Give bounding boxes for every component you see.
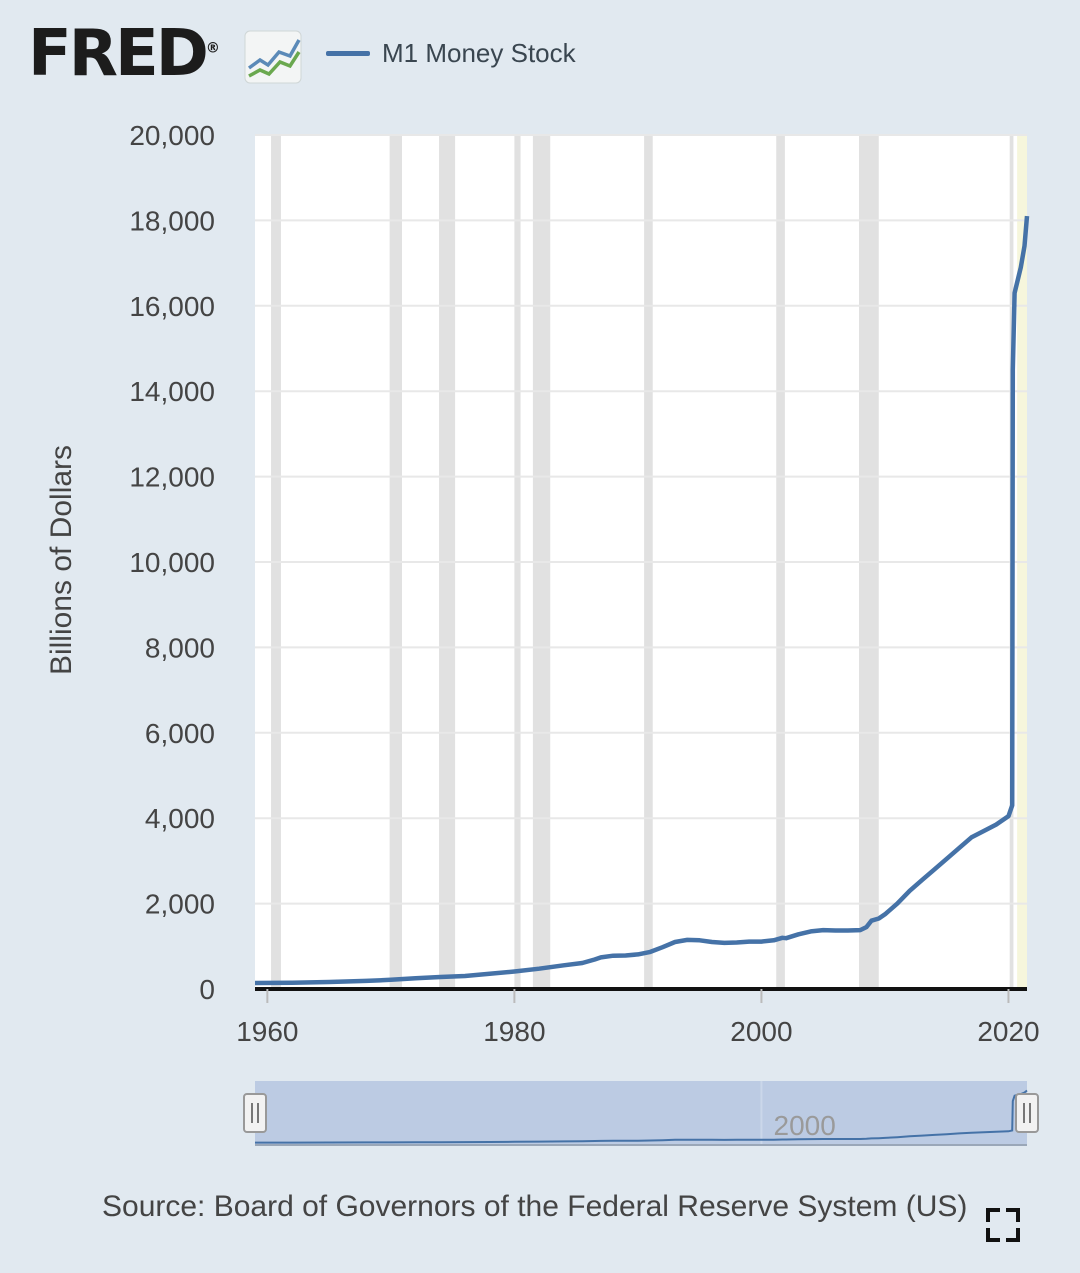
x-tick-label-3: 2020 (977, 1016, 1039, 1047)
y-tick-label-6: 12,000 (129, 462, 215, 493)
x-tick-label-1: 1980 (483, 1016, 545, 1047)
y-tick-label-7: 14,000 (129, 376, 215, 407)
navigator-series-line (255, 1089, 1028, 1144)
y-tick-label-1: 2,000 (145, 889, 215, 920)
x-tick-label-2: 2000 (730, 1016, 792, 1047)
y-tick-label-10: 20,000 (129, 120, 215, 151)
y-tick-label-0: 0 (199, 974, 215, 1005)
x-tick-label-0: 1960 (236, 1016, 298, 1047)
line-chart-logo-icon (244, 30, 302, 84)
navigator-handle-right[interactable] (1015, 1093, 1039, 1133)
fullscreen-icon[interactable] (986, 1208, 1020, 1242)
y-tick-label-9: 18,000 (129, 205, 215, 236)
navigator-handle-left[interactable] (243, 1093, 267, 1133)
navigator-selection (255, 1081, 1027, 1145)
y-tick-label-4: 8,000 (145, 632, 215, 663)
source-note: Source: Board of Governors of the Federa… (102, 1190, 968, 1223)
y-tick-label-3: 6,000 (145, 718, 215, 749)
chart-legend[interactable]: M1 Money Stock (326, 38, 576, 68)
fred-logo[interactable]: FRED® (28, 17, 220, 91)
series-line-m1-money-stock (254, 215, 1030, 986)
y-tick-label-5: 10,000 (129, 547, 215, 578)
legend-label: M1 Money Stock (382, 37, 576, 68)
navigator-axis-label: 2000 (774, 1110, 836, 1141)
y-tick-label-8: 16,000 (129, 291, 215, 322)
legend-swatch (326, 50, 370, 56)
y-tick-label-2: 4,000 (145, 803, 215, 834)
range-navigator[interactable]: 2000 (243, 1081, 1039, 1146)
